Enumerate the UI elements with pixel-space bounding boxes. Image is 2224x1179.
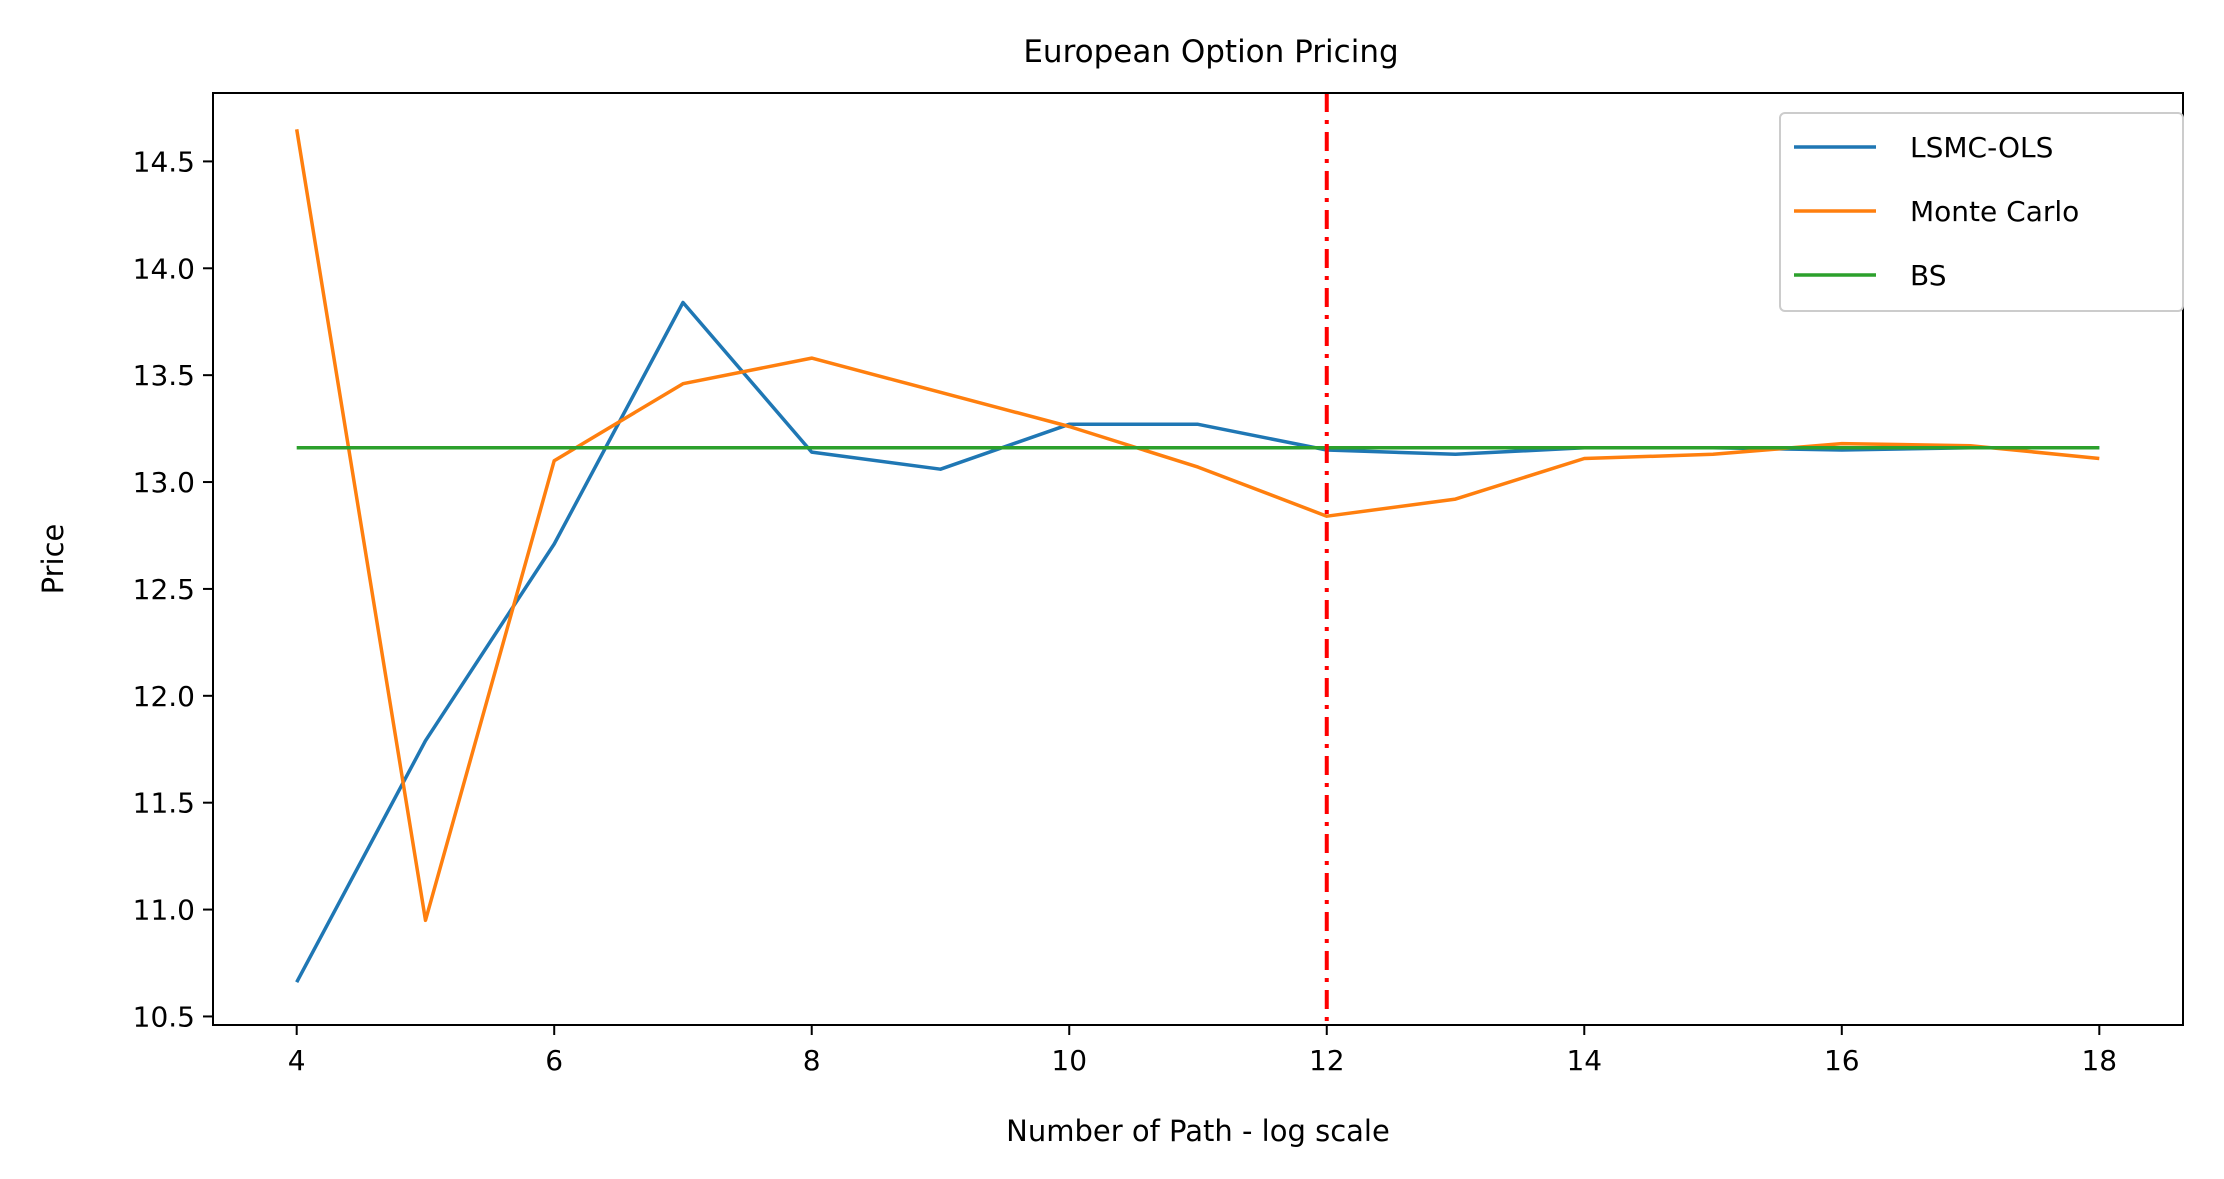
legend-label-0: LSMC-OLS — [1910, 131, 2053, 164]
legend-box — [1779, 112, 2184, 312]
y-tick-label: 10.5 — [133, 1000, 195, 1033]
y-tick-label: 14.0 — [133, 252, 195, 285]
y-tick-label: 12.5 — [133, 573, 195, 606]
y-tick-label: 13.5 — [133, 359, 195, 392]
x-tick-label: 18 — [2081, 1044, 2117, 1077]
x-tick-label: 12 — [1309, 1044, 1345, 1077]
y-tick-label: 14.5 — [133, 145, 195, 178]
x-tick-label: 6 — [545, 1044, 563, 1077]
legend-label-2: BS — [1910, 259, 1947, 292]
x-axis: 4 6 8 10 12 14 16 18 — [288, 1025, 2117, 1077]
y-axis-label: Price — [36, 524, 70, 595]
y-tick-label: 11.5 — [133, 787, 195, 820]
series-layer — [294, 129, 2100, 984]
legend-label-1: Monte Carlo — [1910, 195, 2079, 228]
x-tick-label: 8 — [803, 1044, 821, 1077]
chart-title: European Option Pricing — [1023, 34, 1398, 70]
x-axis-label: Number of Path - log scale — [1006, 1114, 1390, 1148]
x-tick-label: 10 — [1051, 1044, 1087, 1077]
y-tick-label: 11.0 — [133, 894, 195, 927]
plot-frame — [212, 92, 2184, 1026]
y-tick-label: 12.0 — [133, 680, 195, 713]
x-tick-label: 16 — [1824, 1044, 1860, 1077]
x-tick-label: 4 — [288, 1044, 306, 1077]
y-tick-label: 13.0 — [133, 466, 195, 499]
legend: LSMC-OLS Monte Carlo BS — [1779, 112, 2184, 312]
y-axis: 10.5 11.0 11.5 12.0 12.5 13.0 13.5 14.0 14.5 — [133, 145, 213, 1033]
x-tick-label: 14 — [1566, 1044, 1602, 1077]
